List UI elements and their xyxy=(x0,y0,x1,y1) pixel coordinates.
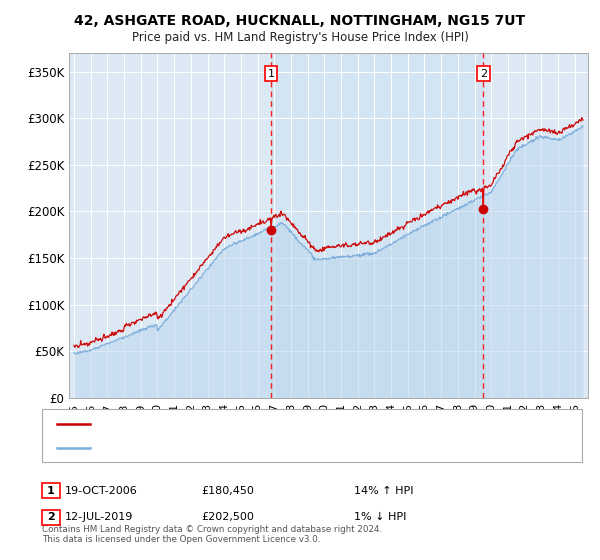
Text: 12-JUL-2019: 12-JUL-2019 xyxy=(65,512,133,522)
Text: £202,500: £202,500 xyxy=(201,512,254,522)
Text: 19-OCT-2006: 19-OCT-2006 xyxy=(65,486,137,496)
Text: Contains HM Land Registry data © Crown copyright and database right 2024.
This d: Contains HM Land Registry data © Crown c… xyxy=(42,525,382,544)
Text: 2: 2 xyxy=(47,512,55,522)
Text: 14% ↑ HPI: 14% ↑ HPI xyxy=(354,486,413,496)
Text: HPI: Average price, detached house, Ashfield: HPI: Average price, detached house, Ashf… xyxy=(96,443,316,453)
Text: 42, ASHGATE ROAD, HUCKNALL, NOTTINGHAM, NG15 7UT (detached house): 42, ASHGATE ROAD, HUCKNALL, NOTTINGHAM, … xyxy=(96,419,469,429)
Text: 1: 1 xyxy=(47,486,55,496)
Text: 1: 1 xyxy=(268,69,274,78)
Text: Price paid vs. HM Land Registry's House Price Index (HPI): Price paid vs. HM Land Registry's House … xyxy=(131,31,469,44)
Text: 42, ASHGATE ROAD, HUCKNALL, NOTTINGHAM, NG15 7UT: 42, ASHGATE ROAD, HUCKNALL, NOTTINGHAM, … xyxy=(74,14,526,28)
Text: £180,450: £180,450 xyxy=(201,486,254,496)
Text: 2: 2 xyxy=(480,69,487,78)
Text: 1% ↓ HPI: 1% ↓ HPI xyxy=(354,512,406,522)
